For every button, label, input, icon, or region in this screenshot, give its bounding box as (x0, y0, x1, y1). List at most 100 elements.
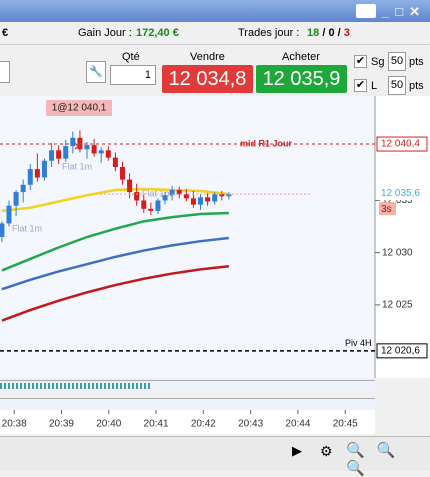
candle-body (162, 195, 168, 201)
candle-body (183, 194, 189, 199)
buy-button[interactable]: 12 035,9 (256, 65, 347, 93)
trade-label-box (46, 100, 113, 116)
candle-body (190, 198, 196, 205)
candle-body (155, 200, 161, 211)
ma-line (1, 187, 230, 213)
candle-body (112, 157, 118, 168)
candle-body (56, 150, 62, 159)
axis-bg (0, 410, 375, 434)
candle-body (91, 145, 97, 154)
candle-body (105, 150, 111, 158)
sep: / (337, 27, 341, 39)
dropdown[interactable] (0, 61, 10, 83)
y-tick-label: 12 025 (382, 300, 413, 311)
candle-body (134, 192, 140, 201)
countdown-box (379, 202, 396, 216)
x-tick-label: 20:42 (191, 419, 216, 430)
flat-label: Flat 1m (12, 223, 42, 233)
candle-body (77, 137, 83, 150)
pts: pts (409, 80, 424, 92)
sell-button[interactable]: 12 034,8 (162, 65, 253, 93)
candle-body (219, 194, 225, 197)
pts: pts (409, 56, 424, 68)
l-label: L (371, 80, 378, 92)
currency: € (2, 27, 9, 39)
candle-body (49, 150, 55, 161)
tool[interactable]: ⚙ (320, 443, 333, 459)
trades-win: 18 (307, 27, 320, 39)
level-name: mid R1 Jour (240, 138, 293, 148)
ma-line (1, 211, 229, 272)
ma-line (1, 265, 230, 322)
candle-body (98, 150, 104, 154)
price-chart: 12 035 12 030 12 025 Flat 1m Flat 1m Flat 1m m… (0, 96, 430, 378)
candle-body (198, 197, 204, 205)
x-tick-label: 20:43 (238, 419, 263, 430)
candle-body (141, 200, 147, 209)
title-bar: _□✕ (0, 0, 430, 22)
candle-body (127, 179, 133, 193)
sg-label: Sg (371, 56, 385, 68)
candle-body (20, 184, 26, 193)
flat-label: Flat 1m (142, 188, 172, 198)
x-tick-label: 20:39 (49, 419, 74, 430)
zoom-buttons[interactable]: 🔍🔍🔍 (346, 442, 408, 477)
time-axis: 20:38 20:39 20:40 20:41 20:42 20:43 20:44 20:45 (0, 410, 375, 434)
trades: 18 / 0 / 3 (307, 27, 350, 39)
x-tick-label: 20:45 (333, 419, 358, 430)
trades-loss: 3 (343, 27, 350, 39)
y-tick-label: 12 030 (382, 247, 413, 258)
candle-body (6, 205, 12, 224)
candle-body (41, 160, 47, 178)
countdown: 3s (381, 204, 392, 215)
candle-body (0, 223, 5, 237)
plot-bg (0, 96, 375, 378)
candle-body (205, 197, 211, 202)
candle-body (148, 208, 154, 211)
stats-row: € Gain Jour : 172,40 € Trades jour : 18 … (0, 22, 430, 45)
sell-label: Vendre (190, 51, 225, 63)
candle-body (63, 146, 69, 159)
trades-even: 0 (328, 27, 335, 39)
candle-body (212, 194, 218, 202)
level-tag-box (376, 136, 428, 152)
candle-body (226, 194, 232, 197)
last-price: 12 035,6 (381, 188, 420, 199)
trade-label: 1@12 040,1 (52, 103, 107, 114)
sep: / (322, 27, 326, 39)
qty-input[interactable]: 1 (110, 65, 156, 85)
last-price-box (377, 186, 427, 201)
candle-body (84, 145, 90, 150)
wrench-button[interactable]: 🔧 (86, 61, 106, 83)
keyboard-icon[interactable] (356, 4, 376, 18)
candle-body (176, 190, 182, 195)
level-tag-box (376, 343, 428, 359)
indicator-strip (0, 380, 375, 392)
candle-body (27, 169, 33, 185)
level-name: Piv 4H (345, 338, 372, 348)
sg-input[interactable]: 50 (388, 52, 406, 71)
window-buttons[interactable]: _□✕ (382, 4, 426, 19)
ma-line (1, 236, 230, 291)
x-tick-label: 20:44 (285, 419, 310, 430)
sg-checkbox[interactable]: ✔ (354, 55, 367, 68)
candle-body (13, 192, 19, 206)
toolbar: ▶ ⚙ 🔍🔍🔍 (0, 436, 430, 477)
x-tick-label: 20:40 (96, 419, 121, 430)
level-tag: 12 040,4 (381, 139, 420, 150)
gain-value: 172,40 € (136, 27, 179, 39)
level-tag: 12 020,6 (381, 345, 420, 356)
indicator-strip (0, 398, 375, 410)
l-checkbox[interactable]: ✔ (354, 79, 367, 92)
x-tick-label: 20:41 (144, 419, 169, 430)
order-panel: 🔧 Qté 1 Vendre 12 034,8 Acheter 12 035,9… (0, 45, 430, 96)
buy-label: Acheter (282, 51, 320, 63)
candle-body (70, 137, 76, 147)
trades-label: Trades jour : (238, 27, 300, 39)
l-input[interactable]: 50 (388, 76, 406, 95)
candle-body (34, 169, 40, 178)
play-button[interactable]: ▶ (292, 443, 302, 458)
qty-label: Qté (122, 51, 140, 63)
y-tick-label: 12 035 (382, 195, 413, 206)
